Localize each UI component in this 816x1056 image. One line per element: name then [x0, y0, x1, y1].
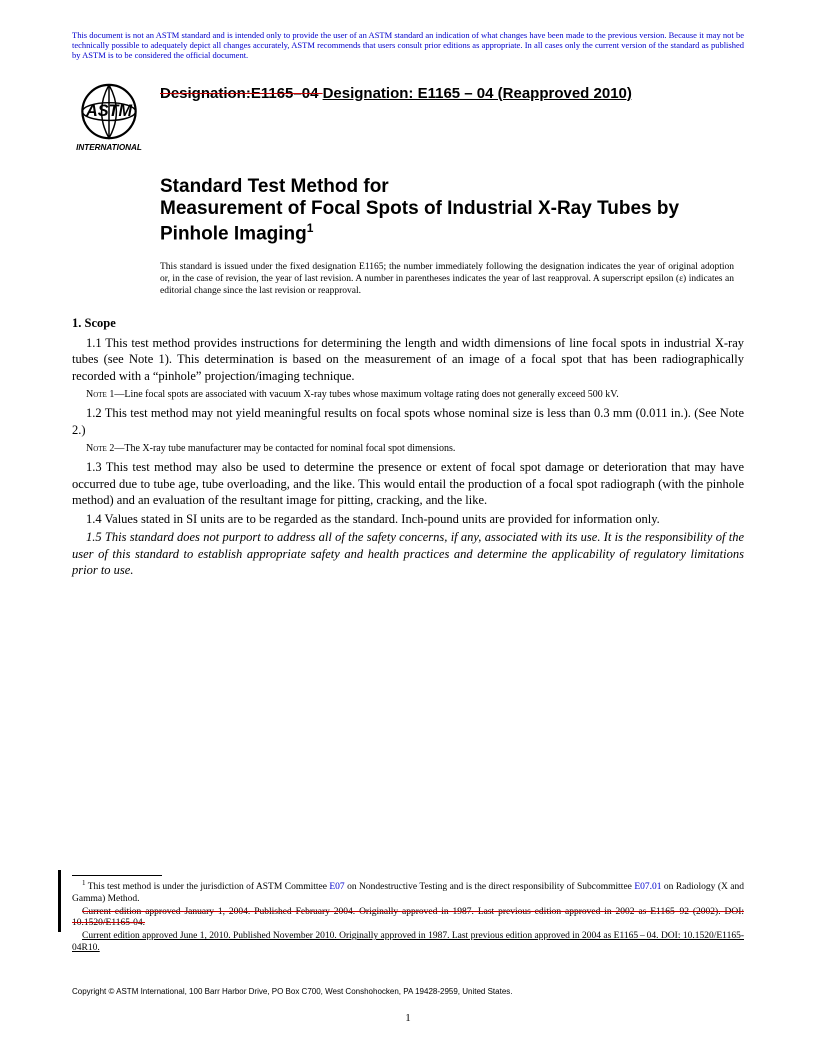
footnotes: 1 This test method is under the jurisdic… [72, 875, 744, 956]
designation-new: Designation: E1165 – 04 (Reapproved 2010… [323, 85, 632, 102]
title-line2: Measurement of Focal Spots of Industrial… [160, 198, 679, 244]
footnote-current-edition: Current edition approved June 1, 2010. P… [72, 931, 744, 955]
copyright: Copyright © ASTM International, 100 Barr… [72, 987, 513, 996]
para-1-2: 1.2 This test method may not yield meani… [72, 405, 744, 438]
svg-text:INTERNATIONAL: INTERNATIONAL [76, 143, 142, 152]
footnote-old-edition: Current edition approved January 1, 2004… [72, 907, 744, 931]
designation-old: Designation:E1165–04 [160, 85, 323, 102]
header: ASTM INTERNATIONAL Designation:E1165–04 … [72, 79, 744, 158]
title: Standard Test Method for Measurement of … [160, 176, 744, 247]
svg-text:ASTM: ASTM [85, 102, 133, 120]
issuance-note: This standard is issued under the fixed … [160, 262, 744, 298]
title-line1: Standard Test Method for [160, 176, 389, 197]
designation: Designation:E1165–04 Designation: E1165 … [160, 79, 632, 102]
para-1-1: 1.1 This test method provides instructio… [72, 335, 744, 385]
revision-disclaimer: This document is not an ASTM standard an… [72, 30, 744, 61]
note-1: Note 1—Line focal spots are associated w… [72, 388, 744, 401]
astm-logo: ASTM INTERNATIONAL [72, 79, 146, 158]
committee-link[interactable]: E07 [329, 882, 344, 892]
change-bar [58, 906, 61, 932]
change-bar [58, 870, 61, 906]
footnote-1: 1 This test method is under the jurisdic… [72, 879, 744, 906]
para-1-3: 1.3 This test method may also be used to… [72, 459, 744, 509]
section-1-head: 1. Scope [72, 316, 744, 331]
note-2: Note 2—The X-ray tube manufacturer may b… [72, 442, 744, 455]
subcommittee-link[interactable]: E07.01 [634, 882, 661, 892]
page-number: 1 [0, 1012, 816, 1024]
para-1-4: 1.4 Values stated in SI units are to be … [72, 511, 744, 528]
title-footnote-ref: 1 [307, 221, 314, 235]
para-1-5: 1.5 This standard does not purport to ad… [72, 529, 744, 579]
